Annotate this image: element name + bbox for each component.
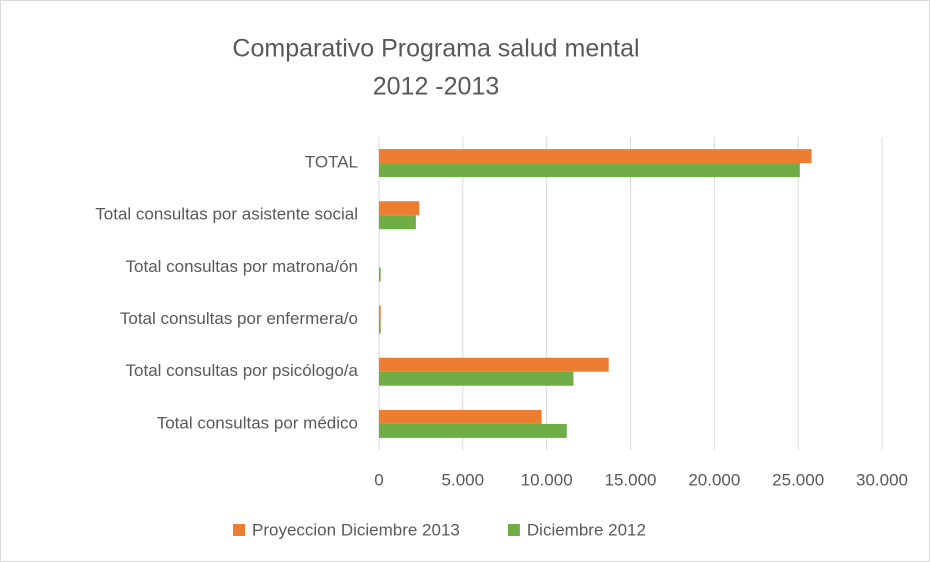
bar: [379, 163, 800, 178]
bar: [379, 267, 381, 282]
bar: [379, 305, 381, 320]
bar: [379, 423, 567, 438]
bar: [379, 409, 542, 424]
bar: [379, 215, 416, 230]
chart-title: 2012 -2013: [373, 73, 500, 101]
y-tick-label: Total consultas por asistente social: [95, 205, 358, 224]
x-tick-label: 10.000: [521, 470, 573, 489]
y-tick-label: Total consultas por psicólogo/a: [126, 361, 359, 380]
x-tick-label: 20.000: [688, 470, 740, 489]
y-tick-label: Total consultas por matrona/ón: [126, 257, 358, 276]
legend-swatch: [233, 524, 245, 536]
x-tick-label: 30.000: [856, 470, 908, 489]
bar: [379, 319, 381, 334]
bar: [379, 357, 609, 372]
x-tick-label: 5.000: [442, 470, 485, 489]
legend-label: Proyeccion Diciembre 2013: [252, 520, 460, 539]
legend-swatch: [507, 524, 520, 536]
bar: [379, 149, 812, 164]
x-tick-label: 25.000: [772, 470, 824, 489]
y-tick-label: Total consultas por enfermera/o: [120, 309, 358, 328]
chart-title: Comparativo Programa salud mental: [232, 35, 639, 63]
bar: [379, 201, 420, 216]
x-tick-label: 0: [374, 470, 383, 489]
bar: [379, 371, 574, 386]
y-tick-label: Total consultas por médico: [157, 413, 358, 432]
y-tick-label: TOTAL: [305, 153, 358, 172]
x-tick-label: 15.000: [605, 470, 657, 489]
legend-label: Diciembre 2012: [527, 520, 646, 539]
